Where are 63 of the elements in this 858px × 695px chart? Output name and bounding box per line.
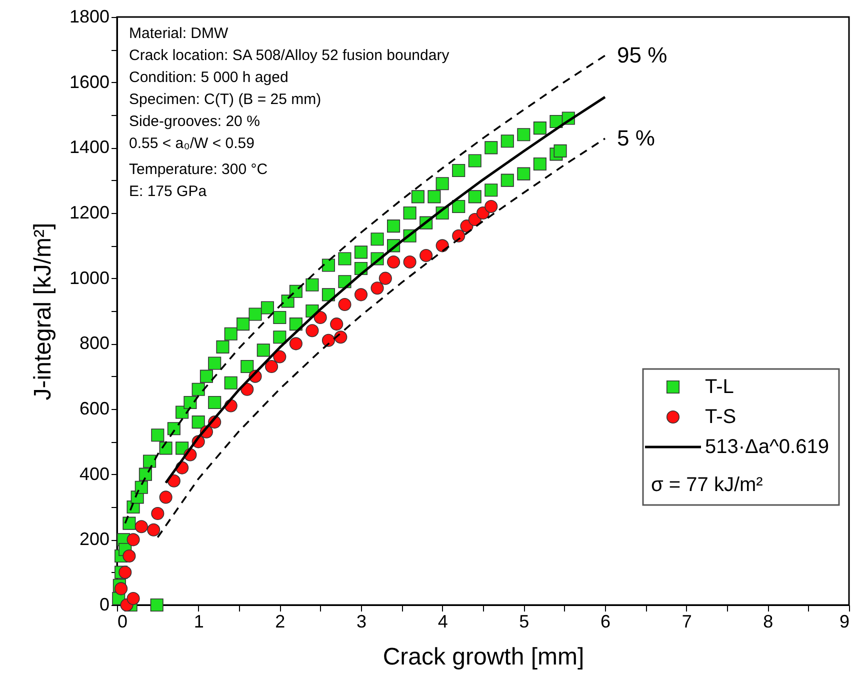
point (126, 592, 140, 605)
legend-title: σ = 77 kJ/m² (651, 474, 764, 496)
x-tick-label: 6 (600, 612, 611, 632)
point (484, 200, 498, 213)
point (314, 311, 327, 324)
point (420, 248, 433, 262)
point (151, 507, 164, 520)
annotation: Material: DMW (129, 25, 230, 42)
y-tick-label: 800 (79, 333, 110, 354)
y-tick-label: 400 (79, 464, 110, 484)
point (265, 360, 278, 374)
legend-label: T-S (705, 406, 736, 428)
annotation: E: 175 GPa (129, 183, 208, 200)
x-axis-title: Crack growth [mm] (382, 644, 584, 670)
point (306, 324, 319, 338)
y-tick-label: 200 (79, 529, 110, 550)
point (147, 523, 160, 536)
x-tick-label: 3 (356, 612, 367, 632)
y-tick-label: 1200 (69, 202, 110, 222)
annotation: Specimen: C(T) (B = 25 mm) (129, 91, 322, 108)
y-tick-label: 0 (99, 594, 110, 614)
x-tick-label: 1 (194, 612, 204, 632)
annotation: Temperature: 300 °C (129, 161, 268, 178)
point (330, 318, 344, 331)
point (403, 255, 416, 269)
y-tick-label: 1800 (69, 6, 110, 26)
point (387, 255, 400, 269)
x-tick-label: 9 (839, 612, 850, 632)
point (126, 533, 140, 546)
series-label: 5 % (617, 126, 655, 151)
y-axis-title: J-integral [kJ/m²] (29, 222, 56, 400)
x-tick-label: 5 (519, 612, 530, 632)
y-tick-label: 1400 (69, 137, 110, 158)
x-tick-label: 2 (275, 612, 286, 632)
point (134, 520, 148, 534)
y-tick-label: 1600 (69, 72, 110, 92)
legend-label: 513·Δa^0.619 (705, 436, 829, 458)
point (289, 337, 302, 350)
annotation: 0.55 < a₀/W < 0.59 (129, 135, 254, 152)
point (118, 566, 132, 579)
y-tick-label: 600 (79, 398, 110, 418)
legend-label: T-L (705, 376, 734, 398)
point (240, 382, 254, 396)
point (452, 229, 466, 242)
point (273, 350, 286, 364)
point (378, 272, 392, 285)
x-tick-label: 8 (763, 612, 774, 632)
point (122, 549, 136, 563)
point (322, 334, 335, 347)
x-tick-label: 7 (682, 612, 692, 632)
annotation: Side-grooves: 20 % (129, 113, 260, 130)
point (370, 282, 384, 295)
series-label: 95 % (617, 42, 668, 68)
annotation: Crack location: SA 508/Alloy 52 fusion boundary (129, 47, 450, 64)
y-tick-label: 1000 (69, 268, 110, 288)
point (354, 288, 368, 302)
point (338, 298, 352, 311)
x-tick-label: 0 (118, 612, 128, 632)
point (476, 206, 490, 220)
point (159, 490, 172, 504)
point (114, 582, 128, 596)
annotation: Condition: 5 000 h aged (129, 69, 288, 86)
x-tick-label: 4 (438, 612, 448, 632)
